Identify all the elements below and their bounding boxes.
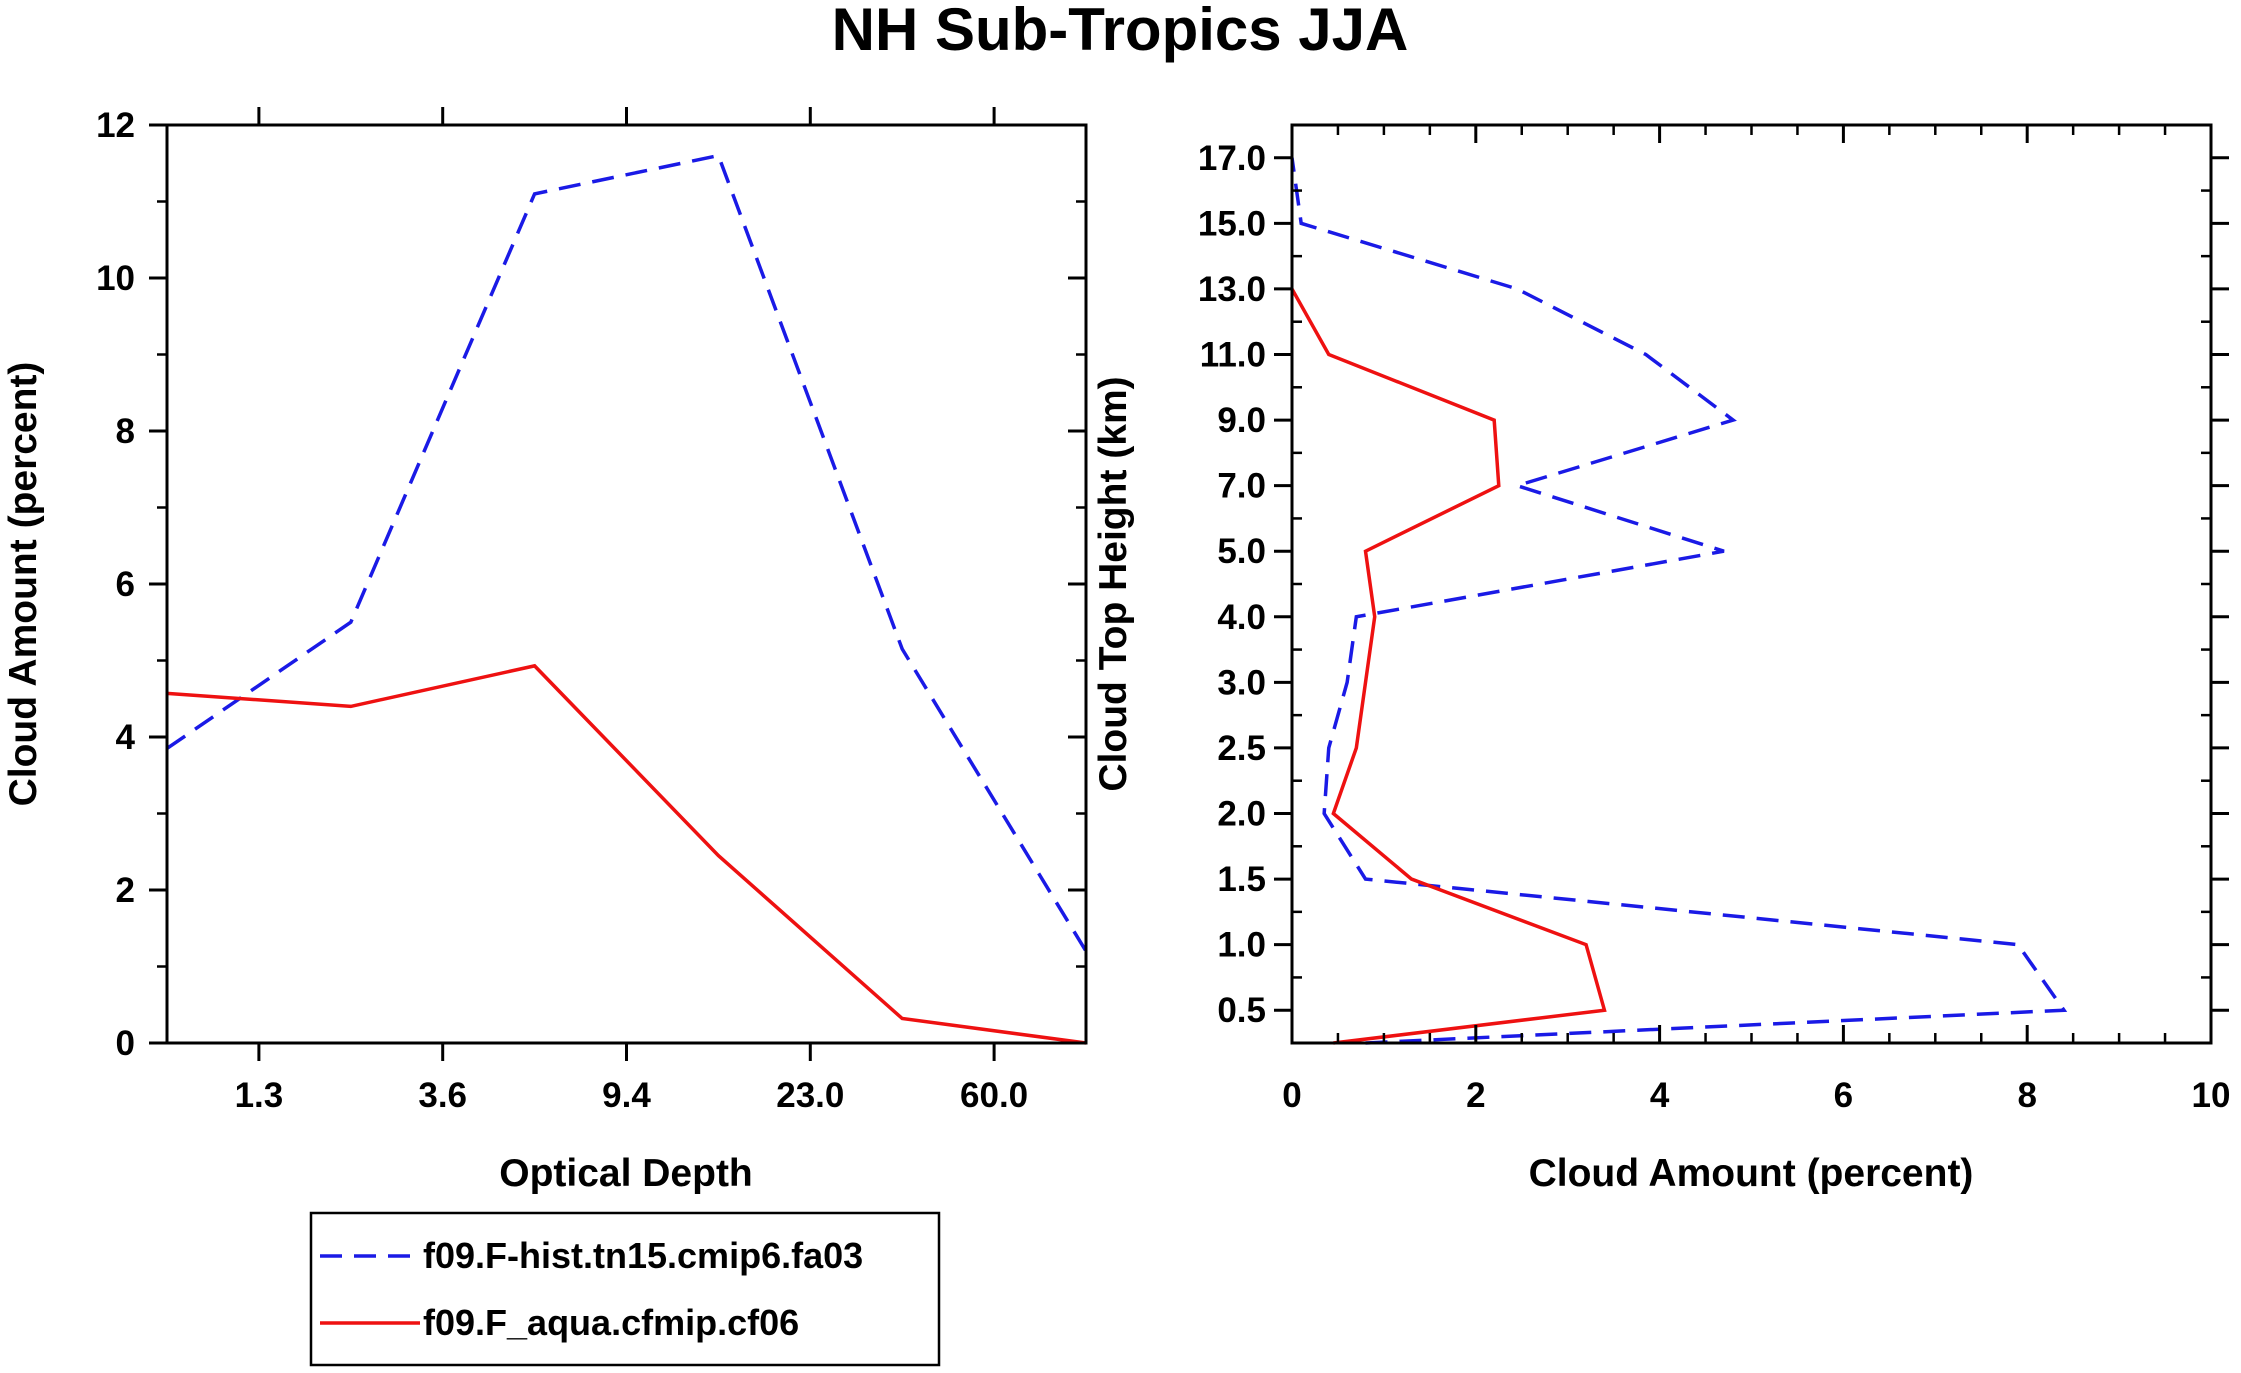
right-chart: 0.5 1.0 1.5 2.0 2.5 3.0 4.0 5.0 7.0 9.0 11.0 13.0 15… <box>1092 123 2231 1195</box>
right-plot-frame <box>1290 123 2213 1045</box>
left-y-tick-label: 12 <box>96 106 135 145</box>
right-x-tick-label: 0 <box>1282 1076 1301 1115</box>
left-y-tick-label: 0 <box>116 1024 135 1063</box>
right-x-tick-label: 8 <box>2017 1076 2036 1115</box>
right-y-tick-label: 2.0 <box>1217 795 1266 834</box>
right-y-tick-label: 13.0 <box>1198 270 1266 309</box>
right-y-tick-label: 9.0 <box>1217 401 1266 440</box>
left-y-tick-label: 8 <box>116 412 135 451</box>
legend-box <box>309 1211 941 1367</box>
left-series-f09-f-hist-tn15-cmip6-fa03 <box>166 153 1088 953</box>
right-x-axis-label: Cloud Amount (percent) <box>1529 1152 1974 1195</box>
left-x-tick-label: 23.0 <box>776 1076 844 1115</box>
left-x-axis-label: Optical Depth <box>499 1152 753 1195</box>
right-y-tick-label: 0.5 <box>1217 991 1266 1030</box>
right-y-tick-label: 1.5 <box>1217 860 1266 899</box>
right-y-axis-label: Cloud Top Height (km) <box>1092 376 1135 791</box>
left-x-tick-label: 9.4 <box>602 1076 651 1115</box>
left-x-tick-label: 3.6 <box>418 1076 467 1115</box>
legend: f09.F-hist.tn15.cmip6.fa03 f09.F_aqua.cf… <box>309 1211 941 1367</box>
legend-label-fa03: f09.F-hist.tn15.cmip6.fa03 <box>423 1235 863 1276</box>
left-ticks-group <box>149 107 1086 1061</box>
right-x-tick-label: 4 <box>1650 1076 1670 1115</box>
left-y-tick-label: 6 <box>116 565 135 604</box>
right-ticks-group <box>1274 125 2229 1043</box>
left-x-tick-label: 60.0 <box>960 1076 1028 1115</box>
right-y-tick-label: 4.0 <box>1217 598 1266 637</box>
chart-title: NH Sub-Tropics JJA <box>832 0 1409 63</box>
right-x-tick-label: 10 <box>2192 1076 2231 1115</box>
right-y-tick-label: 11.0 <box>1200 336 1266 375</box>
right-series-group <box>1290 157 2068 1045</box>
left-tick-labels-group: 0 2 4 6 8 10 12 1.3 3.6 9.4 23.0 60.0 <box>96 106 1028 1115</box>
left-chart: 0 2 4 6 8 10 12 1.3 3.6 9.4 23.0 60.0 Optical Depth… <box>2 106 1088 1195</box>
right-y-tick-label: 3.0 <box>1217 663 1266 702</box>
right-x-tick-label: 6 <box>1834 1076 1853 1115</box>
left-series-f09-f-aqua-cfmip-cf06 <box>166 663 1087 1045</box>
right-series-f09-f-hist-tn15-cmip6-fa03 <box>1290 157 2068 1045</box>
right-y-tick-label: 15.0 <box>1198 204 1266 243</box>
left-plot-frame <box>165 123 1088 1045</box>
left-y-tick-label: 10 <box>96 259 135 298</box>
right-tick-labels-group: 0.5 1.0 1.5 2.0 2.5 3.0 4.0 5.0 7.0 9.0 11.0 13.0 15… <box>1198 139 2231 1115</box>
left-y-tick-label: 4 <box>116 718 136 757</box>
right-y-tick-label: 1.0 <box>1217 926 1266 965</box>
left-series-group <box>166 153 1088 1045</box>
left-y-tick-label: 2 <box>116 871 135 910</box>
right-x-tick-label: 2 <box>1466 1076 1485 1115</box>
right-y-tick-label: 5.0 <box>1217 532 1266 571</box>
left-y-axis-label: Cloud Amount (percent) <box>2 362 45 807</box>
right-y-tick-label: 17.0 <box>1198 139 1266 178</box>
left-x-tick-label: 1.3 <box>235 1076 284 1115</box>
right-series-f09-f-aqua-cfmip-cf06 <box>1290 288 1607 1045</box>
legend-label-cf06: f09.F_aqua.cfmip.cf06 <box>423 1302 799 1343</box>
right-y-tick-label: 2.5 <box>1217 729 1266 768</box>
right-y-tick-label: 7.0 <box>1217 467 1266 506</box>
